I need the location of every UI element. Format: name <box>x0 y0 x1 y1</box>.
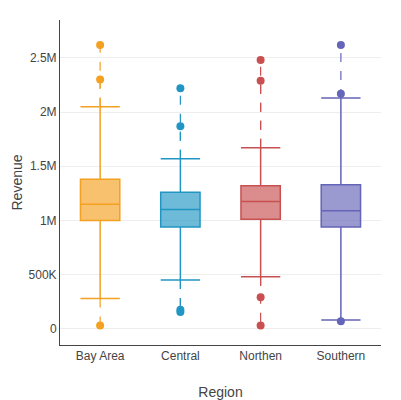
svg-text:500K: 500K <box>29 268 57 282</box>
svg-text:Region: Region <box>198 384 242 400</box>
svg-text:1M: 1M <box>40 214 57 228</box>
svg-text:Northen: Northen <box>239 349 282 363</box>
svg-text:Central: Central <box>161 349 200 363</box>
svg-text:Southern: Southern <box>317 349 366 363</box>
svg-text:Bay Area: Bay Area <box>76 349 125 363</box>
svg-text:1.5M: 1.5M <box>30 159 57 173</box>
svg-text:2.5M: 2.5M <box>30 51 57 65</box>
svg-text:2M: 2M <box>40 105 57 119</box>
svg-text:0: 0 <box>50 322 57 336</box>
svg-text:Revenue: Revenue <box>9 154 25 210</box>
